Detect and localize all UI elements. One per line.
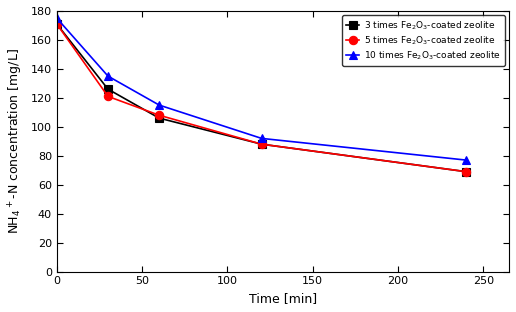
3 times Fe$_2$O$_3$-coated zeolite <box>259 142 265 146</box>
5 times Fe$_2$O$_3$-coated zeolite <box>54 22 60 26</box>
3 times Fe$_2$O$_3$-coated zeolite <box>105 87 111 91</box>
10 times Fe$_2$O$_3$-coated zeolite <box>463 158 470 162</box>
Legend: 3 times Fe$_2$O$_3$-coated zeolite, 5 times Fe$_2$O$_3$-coated zeolite, 10 times: 3 times Fe$_2$O$_3$-coated zeolite, 5 ti… <box>342 16 505 66</box>
5 times Fe$_2$O$_3$-coated zeolite <box>105 95 111 98</box>
Line: 3 times Fe$_2$O$_3$-coated zeolite: 3 times Fe$_2$O$_3$-coated zeolite <box>53 20 471 176</box>
3 times Fe$_2$O$_3$-coated zeolite <box>463 170 470 173</box>
10 times Fe$_2$O$_3$-coated zeolite <box>259 137 265 140</box>
5 times Fe$_2$O$_3$-coated zeolite <box>463 170 470 173</box>
10 times Fe$_2$O$_3$-coated zeolite <box>54 16 60 20</box>
5 times Fe$_2$O$_3$-coated zeolite <box>259 142 265 146</box>
3 times Fe$_2$O$_3$-coated zeolite <box>54 22 60 26</box>
Line: 5 times Fe$_2$O$_3$-coated zeolite: 5 times Fe$_2$O$_3$-coated zeolite <box>53 20 471 176</box>
X-axis label: Time [min]: Time [min] <box>249 292 317 305</box>
10 times Fe$_2$O$_3$-coated zeolite <box>105 74 111 78</box>
3 times Fe$_2$O$_3$-coated zeolite <box>156 116 163 120</box>
Line: 10 times Fe$_2$O$_3$-coated zeolite: 10 times Fe$_2$O$_3$-coated zeolite <box>53 14 471 164</box>
Y-axis label: NH$_4$$^+$-N concentration [mg/L]: NH$_4$$^+$-N concentration [mg/L] <box>7 48 25 234</box>
5 times Fe$_2$O$_3$-coated zeolite <box>156 113 163 117</box>
10 times Fe$_2$O$_3$-coated zeolite <box>156 103 163 107</box>
